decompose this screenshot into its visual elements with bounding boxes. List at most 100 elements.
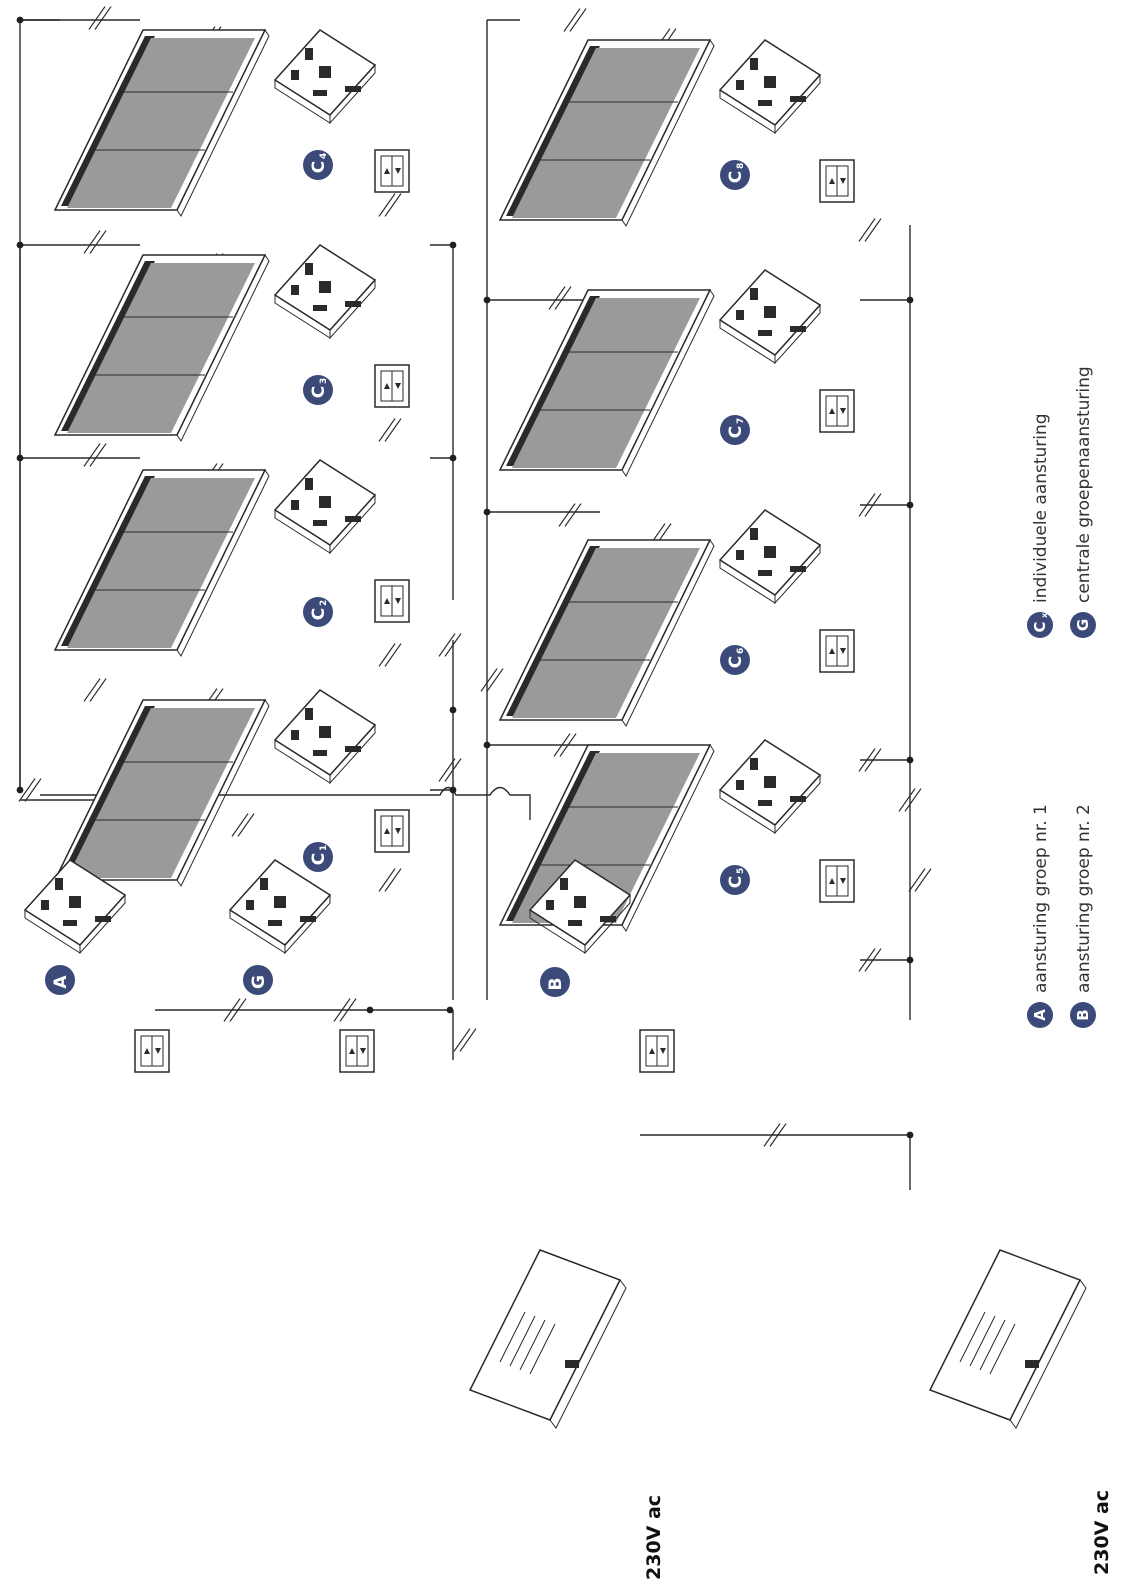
louvre-blind-c5 bbox=[499, 39, 715, 227]
wire-break-mark bbox=[89, 230, 107, 254]
wall-switch-c8 bbox=[819, 159, 855, 203]
wire-break-mark bbox=[858, 218, 876, 242]
badge-c5-index: 5 bbox=[736, 868, 746, 874]
louvre-blind-c1 bbox=[54, 29, 270, 217]
control-box-c6 bbox=[719, 509, 821, 604]
badge-c1-letter: C bbox=[309, 853, 329, 865]
wire-break-mark bbox=[384, 193, 402, 217]
control-box-c4 bbox=[274, 29, 376, 124]
louvre-blind-c7 bbox=[499, 539, 715, 727]
wire-break-mark bbox=[378, 643, 396, 667]
wire-break-mark bbox=[858, 493, 876, 517]
wire-break-mark bbox=[229, 998, 247, 1022]
badge-cx-icon bbox=[1027, 612, 1053, 638]
badge-a-letter: A bbox=[51, 975, 71, 989]
wire-break-mark bbox=[83, 230, 101, 254]
badge-c5-letter: C bbox=[726, 876, 746, 888]
legend-b-label: aansturing groep nr. 2 bbox=[1074, 804, 1094, 993]
badge-a: A bbox=[45, 965, 75, 995]
wire-break-mark bbox=[83, 678, 101, 702]
wire-break-mark bbox=[486, 668, 504, 692]
badge-c4: C4 bbox=[303, 150, 333, 180]
badge-c7-circle bbox=[720, 415, 750, 445]
wire-break-mark bbox=[453, 1028, 471, 1052]
control-box-c7 bbox=[719, 269, 821, 364]
wall-switch-c5 bbox=[819, 859, 855, 903]
badge-c8-circle bbox=[720, 160, 750, 190]
badge-b-letter: B bbox=[546, 978, 566, 991]
wire-break-mark bbox=[378, 193, 396, 217]
badge-c8-index: 8 bbox=[736, 163, 746, 169]
wire-break-mark bbox=[554, 286, 572, 310]
wire-break-mark bbox=[904, 788, 922, 812]
wire-break-mark bbox=[384, 643, 402, 667]
wire-break-mark bbox=[858, 748, 876, 772]
badge-g-letter: G bbox=[249, 975, 269, 989]
junction-dot bbox=[483, 741, 491, 749]
badge-g-icon bbox=[1070, 612, 1096, 638]
legend-item-a: A aansturing groep nr. 1 bbox=[1027, 804, 1053, 1028]
louvre-blind-c2 bbox=[54, 254, 270, 442]
legend-g-label: centrale groepenaansturing bbox=[1074, 366, 1094, 603]
wire-break-mark bbox=[553, 733, 571, 757]
wire-break-mark bbox=[898, 788, 916, 812]
wire-break-mark bbox=[563, 8, 581, 32]
wire-break-mark bbox=[864, 748, 882, 772]
junction-dot bbox=[16, 786, 24, 794]
junction-dot bbox=[906, 1131, 914, 1139]
wire-break-mark bbox=[864, 948, 882, 972]
legend-a-label: aansturing groep nr. 1 bbox=[1031, 804, 1051, 993]
wire-break-mark bbox=[459, 1028, 477, 1052]
wire-break-mark bbox=[24, 778, 42, 802]
wire-break-mark bbox=[438, 758, 456, 782]
power-supply-1 bbox=[469, 1249, 627, 1429]
wire-break-mark bbox=[864, 493, 882, 517]
badge-c3-letter: C bbox=[309, 386, 329, 398]
wire-break-mark bbox=[339, 998, 357, 1022]
wire-break-mark bbox=[559, 733, 577, 757]
control-box-c1 bbox=[274, 689, 376, 784]
wire-break-mark bbox=[89, 678, 107, 702]
junction-dot bbox=[16, 454, 24, 462]
legend: A aansturing groep nr. 1 B aansturing gr… bbox=[1027, 366, 1096, 1028]
control-box-g bbox=[229, 859, 331, 954]
wire-break-mark bbox=[480, 668, 498, 692]
wire-break-mark bbox=[914, 868, 932, 892]
control-box-c3 bbox=[274, 244, 376, 339]
badge-c2: C2 bbox=[303, 597, 333, 627]
wall-switch-b bbox=[639, 1029, 675, 1073]
wire-break-mark bbox=[444, 758, 462, 782]
badge-c5-circle bbox=[720, 865, 750, 895]
legend-item-b: B aansturing groep nr. 2 bbox=[1070, 804, 1096, 1028]
wire-break-mark bbox=[94, 6, 112, 30]
wire-break-mark bbox=[564, 503, 582, 527]
wire-break-mark bbox=[89, 443, 107, 467]
junction-dot bbox=[449, 241, 457, 249]
wire-break-mark bbox=[548, 286, 566, 310]
svg-text:x: x bbox=[1040, 612, 1049, 618]
wire-break-mark bbox=[558, 503, 576, 527]
badge-c6-circle bbox=[720, 645, 750, 675]
junction-dot bbox=[483, 296, 491, 304]
wire-break-mark bbox=[384, 418, 402, 442]
wall-switch-c1 bbox=[374, 809, 410, 853]
badge-c3: C3 bbox=[303, 375, 333, 405]
supply-voltage-1: 230V ac bbox=[643, 1495, 665, 1580]
badge-c7-letter: C bbox=[726, 426, 746, 438]
junction-dot bbox=[449, 786, 457, 794]
wire-break-mark bbox=[908, 868, 926, 892]
badge-c1: C1 bbox=[303, 842, 333, 872]
legend-item-g: G centrale groepenaansturing bbox=[1070, 366, 1096, 638]
wire-break-mark bbox=[83, 443, 101, 467]
badge-g: G bbox=[243, 965, 273, 995]
badge-c6: C6 bbox=[720, 645, 750, 675]
junction-dot bbox=[446, 1006, 454, 1014]
badge-b-icon bbox=[1070, 1002, 1096, 1028]
junction-dot bbox=[906, 956, 914, 964]
junction-dot bbox=[16, 241, 24, 249]
badge-c6-letter: C bbox=[726, 656, 746, 668]
wire-break-mark bbox=[18, 778, 36, 802]
wire-break-mark bbox=[858, 948, 876, 972]
louvre-blind-c3 bbox=[54, 469, 270, 657]
badge-c2-circle bbox=[303, 597, 333, 627]
